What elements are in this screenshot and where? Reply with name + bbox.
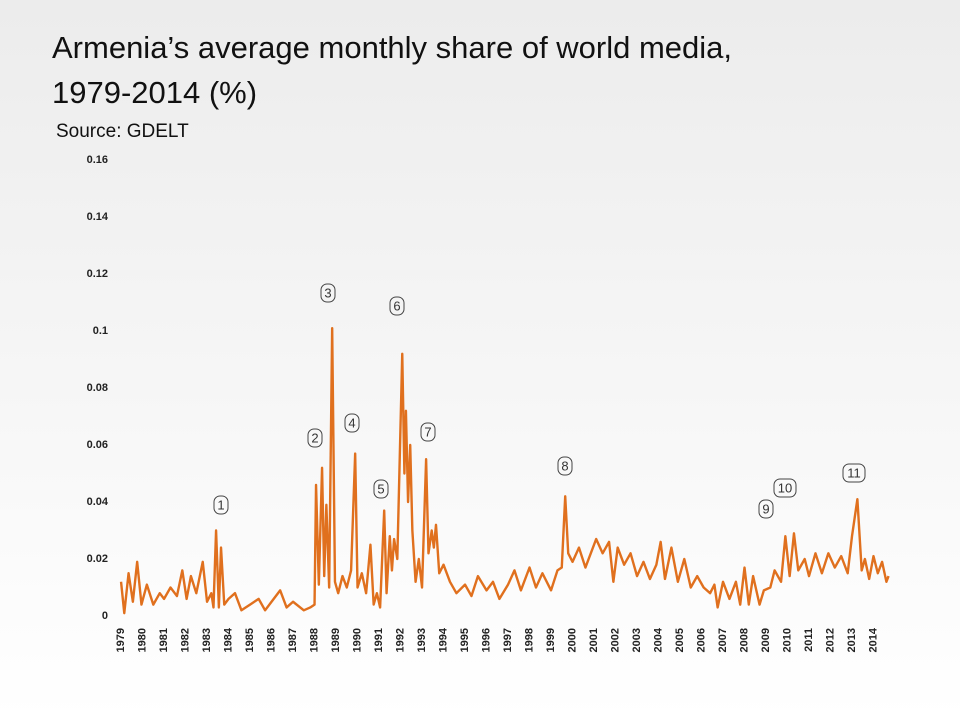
annotation-badge (842, 463, 866, 483)
x-tick-label: 2009 (760, 628, 772, 652)
x-tick-label: 1989 (330, 628, 342, 652)
annotation-label: 8 (561, 458, 568, 473)
annotation-badge (389, 296, 405, 316)
annotation-badge (213, 495, 229, 515)
annotation-label: 11 (847, 465, 861, 480)
annotation-badge (344, 413, 360, 433)
annotation-label: 5 (377, 481, 384, 496)
x-tick-label: 2013 (846, 628, 858, 652)
x-tick-label: 1987 (287, 628, 299, 652)
x-tick-label: 2011 (803, 628, 815, 652)
y-tick-label: 0.02 (87, 553, 108, 565)
y-tick-label: 0 (102, 610, 108, 622)
annotation-label: 1 (217, 497, 224, 512)
annotation-badge (773, 478, 797, 498)
y-tick-label: 0.14 (87, 211, 109, 223)
chart-subtitle: Source: GDELT (56, 121, 189, 142)
data-line (119, 326, 890, 615)
x-tick-label: 1990 (351, 628, 363, 652)
x-tick-label: 2005 (674, 628, 686, 652)
y-tick-label: 0.12 (87, 268, 108, 280)
annotation-badge (758, 499, 774, 519)
x-tick-label: 1998 (523, 628, 535, 652)
x-tick-label: 1992 (394, 628, 406, 652)
y-tick-label: 0.04 (87, 496, 109, 508)
x-tick-label: 1984 (222, 627, 234, 652)
annotation-badge (420, 422, 436, 442)
annotation-label: 4 (348, 415, 355, 430)
x-tick-label: 1991 (373, 628, 385, 652)
annotation-label: 6 (393, 298, 400, 313)
x-tick-label: 2010 (781, 628, 793, 652)
x-tick-label: 2004 (652, 627, 664, 652)
x-tick-label: 2000 (566, 628, 578, 652)
x-tick-label: 2014 (867, 627, 879, 652)
x-tick-label: 1980 (136, 628, 148, 652)
x-tick-label: 1979 (115, 628, 127, 652)
y-tick-label: 0.08 (87, 382, 108, 394)
x-tick-label: 1981 (158, 628, 170, 652)
x-tick-label: 2006 (695, 628, 707, 652)
y-tick-label: 0.06 (87, 439, 108, 451)
annotation-badge (557, 456, 573, 476)
x-tick-label: 2012 (824, 628, 836, 652)
x-tick-label: 2002 (609, 628, 621, 652)
annotation-label: 10 (778, 480, 792, 495)
x-tick-label: 1988 (308, 628, 320, 652)
x-tick-label: 1994 (437, 627, 449, 652)
x-tick-label: 1986 (265, 628, 277, 652)
x-tick-label: 1985 (244, 628, 256, 652)
x-tick-label: 2007 (717, 628, 729, 652)
annotation-label: 3 (324, 285, 331, 300)
y-tick-label: 0.1 (93, 325, 108, 337)
x-tick-label: 1997 (502, 628, 514, 652)
chart-title-line: 1979-2014 (%) (52, 75, 257, 110)
x-tick-label: 1996 (480, 628, 492, 652)
annotation-label: 2 (311, 430, 318, 445)
x-tick-label: 1993 (416, 628, 428, 652)
annotation-badge (373, 479, 389, 499)
x-tick-label: 1983 (201, 628, 213, 652)
x-tick-label: 2001 (588, 628, 600, 652)
x-tick-label: 1999 (545, 628, 557, 652)
x-tick-label: 2003 (631, 628, 643, 652)
annotation-label: 9 (762, 501, 769, 516)
annotation-badge (307, 428, 323, 448)
chart-title-line: Armenia’s average monthly share of world… (52, 30, 732, 65)
x-tick-label: 1982 (179, 628, 191, 652)
x-tick-label: 1995 (459, 628, 471, 652)
annotation-label: 7 (424, 424, 431, 439)
annotation-badge (320, 283, 336, 303)
x-tick-label: 2008 (738, 628, 750, 652)
y-tick-label: 0.16 (87, 154, 108, 166)
